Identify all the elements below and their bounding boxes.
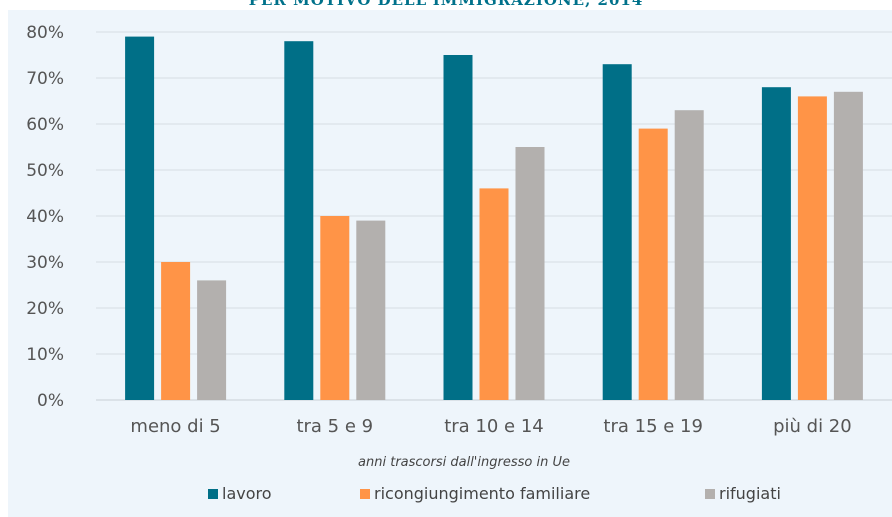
- y-axis-ticks: 0% 10% 20% 30% 40% 50% 60% 70% 80%: [26, 23, 64, 411]
- y-tick-label: 60%: [26, 115, 64, 135]
- bar-ricongiungimento-familiare-3: [479, 188, 509, 400]
- legend-label: lavoro: [222, 484, 272, 503]
- legend-swatch: [208, 489, 218, 499]
- bar-rifugiati-5: [833, 91, 863, 401]
- y-tick-label: 20%: [26, 299, 64, 319]
- x-tick-label: più di 20: [773, 416, 852, 437]
- gridlines: [96, 31, 892, 401]
- bar-lavoro-2: [284, 41, 314, 400]
- x-tick-label: tra 5 e 9: [296, 416, 373, 437]
- legend-swatch: [705, 489, 715, 499]
- x-tick-label: tra 10 e 14: [444, 416, 544, 437]
- bar-ricongiungimento-familiare-4: [638, 128, 668, 400]
- x-tick-label: tra 15 e 19: [603, 416, 703, 437]
- x-tick-label: meno di 5: [130, 416, 220, 437]
- bar-rifugiati-3: [515, 147, 545, 400]
- bar-lavoro-4: [602, 64, 632, 400]
- legend-label: rifugiati: [719, 484, 781, 503]
- legend-swatch: [360, 489, 370, 499]
- bar-lavoro-1: [125, 36, 155, 400]
- legend-label: ricongiungimento familiare: [374, 484, 590, 503]
- bar-lavoro-5: [761, 87, 791, 400]
- bar-rifugiati-1: [197, 280, 227, 400]
- y-tick-label: 50%: [26, 161, 64, 181]
- bar-ricongiungimento-familiare-2: [320, 216, 350, 400]
- bar-ricongiungimento-familiare-5: [797, 96, 827, 401]
- y-tick-label: 40%: [26, 207, 64, 227]
- y-tick-label: 10%: [26, 345, 64, 365]
- x-axis-label: anni trascorsi dall'ingresso in Ue: [358, 455, 570, 470]
- y-tick-label: 80%: [26, 23, 64, 43]
- y-tick-label: 30%: [26, 253, 64, 273]
- bar-lavoro-3: [443, 55, 473, 400]
- bar-rifugiati-4: [674, 110, 704, 400]
- x-axis-ticks: meno di 5 tra 5 e 9 tra 10 e 14 tra 15 e 19…: [130, 416, 851, 437]
- bars: [125, 36, 863, 401]
- bar-ricongiungimento-familiare-1: [161, 262, 191, 400]
- bar-rifugiati-2: [356, 220, 386, 400]
- y-tick-label: 70%: [26, 69, 64, 89]
- y-tick-label: 0%: [37, 391, 64, 411]
- legend: lavoro ricongiungimento familiare rifugiat…: [208, 484, 781, 503]
- chart-title: PER MOTIVO DELL'IMMIGRAZIONE, 2014: [248, 0, 644, 9]
